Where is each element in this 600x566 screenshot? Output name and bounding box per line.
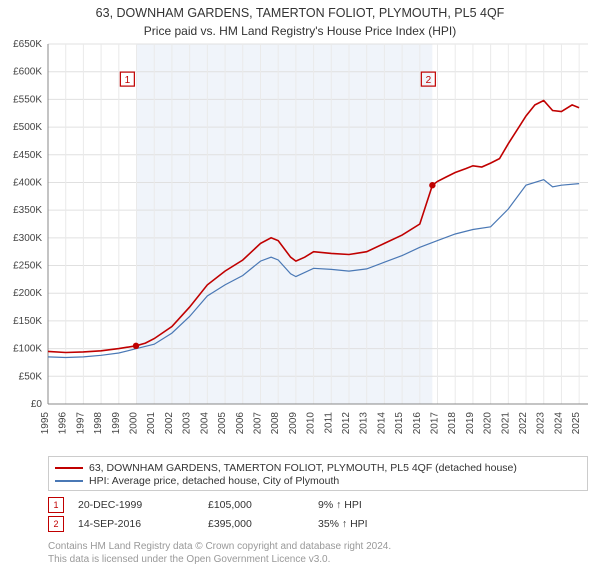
sale-row: 2 14-SEP-2016£395,00035% ↑ HPI — [48, 516, 588, 532]
highlight-band — [136, 44, 432, 404]
xtick-label: 2021 — [500, 412, 511, 435]
xtick-label: 1996 — [58, 412, 69, 435]
xtick-label: 2004 — [199, 412, 210, 435]
sale-id-badge: 1 — [48, 497, 64, 513]
sales-list: 1 20-DEC-1999£105,0009% ↑ HPI 2 14-SEP-2016… — [48, 497, 588, 532]
ytick-label: £400K — [13, 177, 42, 188]
ytick-label: £650K — [13, 39, 42, 50]
xtick-label: 2020 — [483, 412, 494, 435]
sale-row: 1 20-DEC-1999£105,0009% ↑ HPI — [48, 497, 588, 513]
ytick-label: £550K — [13, 94, 42, 105]
xtick-label: 2000 — [129, 412, 140, 435]
legend-item: 63, DOWNHAM GARDENS, TAMERTON FOLIOT, PL… — [55, 462, 581, 474]
sale-price: £395,000 — [208, 518, 318, 530]
xtick-label: 2018 — [447, 412, 458, 435]
legend-swatch — [55, 480, 83, 482]
chart-area: £0£50K£100K£150K£200K£250K£300K£350K£400… — [48, 44, 588, 404]
legend-label: HPI: Average price, detached house, City… — [89, 475, 339, 487]
xtick-label: 2002 — [164, 412, 175, 435]
xtick-label: 2009 — [288, 412, 299, 435]
xtick-label: 2007 — [252, 412, 263, 435]
xtick-label: 2025 — [571, 412, 582, 435]
xtick-label: 2003 — [182, 412, 193, 435]
ytick-label: £0 — [31, 399, 43, 410]
sale-price: £105,000 — [208, 499, 318, 511]
ytick-label: £100K — [13, 344, 42, 355]
sale-marker-label: 1 — [125, 75, 131, 86]
footer-line-1: Contains HM Land Registry data © Crown c… — [48, 540, 588, 553]
xtick-label: 2010 — [306, 412, 317, 435]
ytick-label: £300K — [13, 233, 42, 244]
xtick-label: 1997 — [75, 412, 86, 435]
ytick-label: £50K — [19, 371, 43, 382]
line-chart: £0£50K£100K£150K£200K£250K£300K£350K£400… — [48, 44, 588, 404]
xtick-label: 2019 — [465, 412, 476, 435]
xtick-label: 2022 — [518, 412, 529, 435]
xtick-label: 2023 — [536, 412, 547, 435]
page-subtitle: Price paid vs. HM Land Registry's House … — [0, 24, 600, 38]
sale-delta: 35% ↑ HPI — [318, 518, 438, 530]
legend: 63, DOWNHAM GARDENS, TAMERTON FOLIOT, PL… — [48, 456, 588, 491]
legend-label: 63, DOWNHAM GARDENS, TAMERTON FOLIOT, PL… — [89, 462, 517, 474]
xtick-label: 2005 — [217, 412, 228, 435]
ytick-label: £600K — [13, 67, 42, 78]
legend-swatch — [55, 467, 83, 469]
xtick-label: 1999 — [111, 412, 122, 435]
ytick-label: £500K — [13, 122, 42, 133]
sale-date: 14-SEP-2016 — [78, 518, 208, 530]
sale-delta: 9% ↑ HPI — [318, 499, 438, 511]
xtick-label: 2024 — [553, 412, 564, 435]
ytick-label: £200K — [13, 288, 42, 299]
xtick-label: 2013 — [359, 412, 370, 435]
xtick-label: 2015 — [394, 412, 405, 435]
xtick-label: 2008 — [270, 412, 281, 435]
xtick-label: 2014 — [376, 412, 387, 435]
sale-marker-dot — [133, 343, 139, 349]
ytick-label: £150K — [13, 316, 42, 327]
xtick-label: 2011 — [323, 412, 334, 434]
xtick-label: 1995 — [40, 412, 51, 435]
xtick-label: 1998 — [93, 412, 104, 435]
sale-marker-dot — [429, 182, 435, 188]
xtick-label: 2017 — [430, 412, 441, 435]
legend-item: HPI: Average price, detached house, City… — [55, 475, 581, 487]
ytick-label: £350K — [13, 205, 42, 216]
xtick-label: 2012 — [341, 412, 352, 435]
xtick-label: 2006 — [235, 412, 246, 435]
footer: Contains HM Land Registry data © Crown c… — [48, 540, 588, 566]
xtick-label: 2001 — [146, 412, 157, 435]
sale-marker-label: 2 — [426, 75, 432, 86]
ytick-label: £250K — [13, 261, 42, 272]
sale-id-badge: 2 — [48, 516, 64, 532]
page-title-address: 63, DOWNHAM GARDENS, TAMERTON FOLIOT, PL… — [0, 6, 600, 20]
ytick-label: £450K — [13, 150, 42, 161]
sale-date: 20-DEC-1999 — [78, 499, 208, 511]
xtick-label: 2016 — [412, 412, 423, 435]
